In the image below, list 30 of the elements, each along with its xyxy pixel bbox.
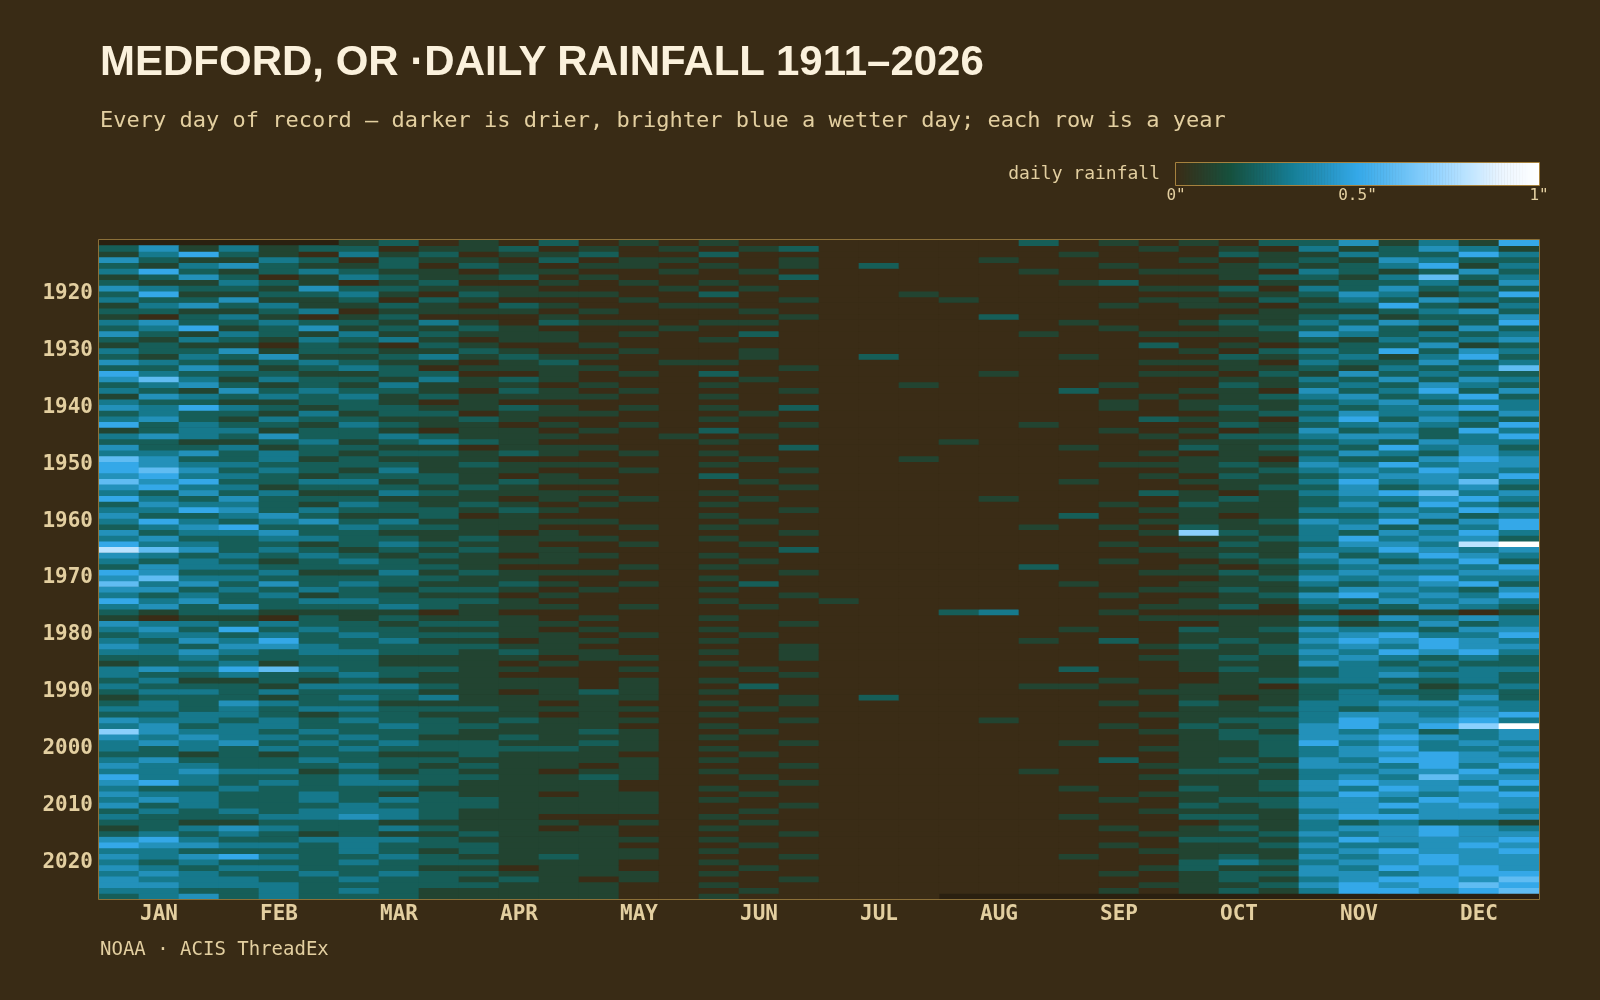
y-tick-label: 1920 [42,280,93,305]
x-tick-label: OCT [1220,901,1258,926]
color-bar-label: 1" [1529,185,1549,205]
y-tick-label: 1950 [42,450,93,475]
x-tick-label: APR [500,901,539,926]
y-tick-label: 1940 [42,394,93,419]
y-tick-label: 2020 [42,848,93,873]
x-tick-label: NOV [1340,901,1379,926]
y-tick-label: 1970 [42,564,93,589]
y-tick-label: 1930 [42,337,93,362]
x-tick-label: MAY [620,901,659,926]
x-tick-label: AUG [980,901,1018,926]
text: NOAA · ACIS ThreadEx [100,936,329,960]
y-tick-label: 1990 [42,678,93,703]
color-bar-label: 0" [1166,185,1186,205]
y-tick-label: 1960 [42,507,93,532]
x-tick-label: JAN [140,901,178,926]
color-bar-title: daily rainfall [1008,161,1160,183]
x-tick-label: JUL [860,901,898,926]
y-tick-label: 2000 [42,734,93,759]
x-tick-label: SEP [1100,901,1138,926]
y-tick-label: 1980 [42,621,93,646]
color-bar-label: 0.5" [1338,185,1377,205]
x-tick-label: MAR [380,901,419,926]
x-tick-label: JUN [740,901,778,926]
chart-title: MEDFORD, OR ·DAILY RAINFALL 1911–2026 [100,37,984,84]
x-tick-label: DEC [1460,901,1498,926]
y-tick-label: 2010 [42,791,93,816]
chart-subtitle: Every day of record — darker is drier, brighter blue a wetter day; each row is a year [100,107,1226,133]
x-tick-label: FEB [260,901,298,926]
